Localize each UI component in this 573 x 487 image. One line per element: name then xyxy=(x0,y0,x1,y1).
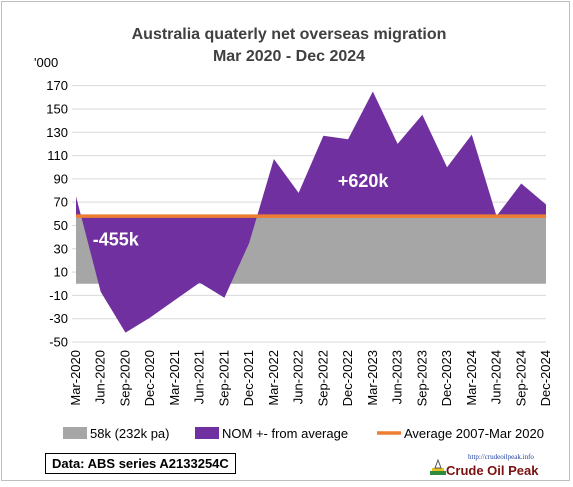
chart: Australia quaterly net overseas migratio… xyxy=(34,26,553,441)
x-tick-label: Sep-2022 xyxy=(315,350,330,406)
chart-title: Australia quaterly net overseas migratio… xyxy=(132,26,447,43)
x-tick-label: Jun-2022 xyxy=(291,350,306,404)
legend-label: 58k (232k pa) xyxy=(90,426,170,441)
legend-label: NOM +- from average xyxy=(222,426,348,441)
annotations: -455k +620k xyxy=(93,171,390,249)
x-tick-label: Mar-2021 xyxy=(167,350,182,406)
legend-label: Average 2007-Mar 2020 xyxy=(404,426,544,441)
x-tick-label: Sep-2021 xyxy=(216,350,231,406)
x-tick-labels: Mar-2020 Jun-2020 Sep-2020 Dec-2020 Mar-2021… xyxy=(68,350,553,406)
y-tick-label: 30 xyxy=(54,241,68,256)
x-tick-label: Mar-2020 xyxy=(68,350,83,406)
x-tick-label: Sep-2024 xyxy=(513,350,528,406)
y-tick-label: 170 xyxy=(46,78,68,93)
logo-url: http://crudeoilpeak.info xyxy=(468,453,534,461)
plot-areas xyxy=(76,91,546,333)
x-tick-label: Sep-2023 xyxy=(414,350,429,406)
data-source-label: Data: ABS series A2133254C xyxy=(45,453,236,474)
y-tick-label: -10 xyxy=(49,288,68,303)
x-tick-label: Mar-2024 xyxy=(464,350,479,406)
y-tick-label: -30 xyxy=(49,311,68,326)
x-tick-label: Jun-2021 xyxy=(192,350,207,404)
chart-frame: Australia quaterly net overseas migratio… xyxy=(1,1,570,481)
y-tick-label: 70 xyxy=(54,195,68,210)
x-tick-label: Mar-2023 xyxy=(365,350,380,406)
y-tick-label: 150 xyxy=(46,101,68,116)
x-tick-label: Jun-2020 xyxy=(93,350,108,404)
x-tick-label: Sep-2020 xyxy=(117,350,132,406)
x-tick-label: Dec-2021 xyxy=(241,350,256,406)
series-area-nom xyxy=(76,91,546,333)
legend-swatch xyxy=(63,427,87,439)
x-tick-label: Jun-2023 xyxy=(390,350,405,404)
y-tick-label: 90 xyxy=(54,171,68,186)
logo-name: Crude Oil Peak xyxy=(446,463,539,478)
x-tick-label: Dec-2023 xyxy=(439,350,454,406)
y-tick-label: 10 xyxy=(54,265,68,280)
y-tick-label: 50 xyxy=(54,218,68,233)
y-tick-label: 130 xyxy=(46,125,68,140)
x-tick-label: Jun-2024 xyxy=(489,350,504,404)
y-tick-label: -50 xyxy=(49,335,68,350)
x-tick-label: Mar-2022 xyxy=(266,350,281,406)
crude-oil-peak-logo: http://crudeoilpeak.info Crude Oil Peak xyxy=(430,453,562,479)
y-tick-labels: -50 -30 -10 10 30 50 70 90 110 130 150 170 xyxy=(46,78,68,349)
x-tick-label: Dec-2024 xyxy=(538,350,553,406)
annotation-label: -455k xyxy=(93,229,140,249)
legend: 58k (232k pa) NOM +- from average Average … xyxy=(63,426,544,441)
legend-swatch xyxy=(195,427,219,439)
y-tick-label: 110 xyxy=(47,148,68,163)
x-tick-label: Dec-2022 xyxy=(340,350,355,406)
annotation-label: +620k xyxy=(338,171,390,191)
y-axis-unit-label: '000 xyxy=(34,55,58,70)
oil-rig-icon xyxy=(430,458,446,475)
x-tick-label: Dec-2020 xyxy=(142,350,157,406)
chart-subtitle: Mar 2020 - Dec 2024 xyxy=(213,48,365,65)
